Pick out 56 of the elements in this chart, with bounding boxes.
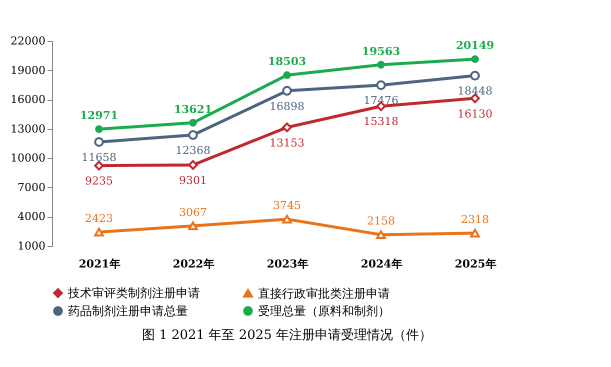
data-label: 16898 xyxy=(270,100,304,113)
y-tick-label: 16000 xyxy=(10,93,46,106)
data-label: 18448 xyxy=(458,84,492,98)
data-label: 17476 xyxy=(364,94,398,108)
point xyxy=(471,55,479,63)
y-tick-label: 13000 xyxy=(10,122,46,136)
point xyxy=(283,71,291,80)
point xyxy=(94,160,104,170)
data-label: 13153 xyxy=(270,136,304,150)
point xyxy=(188,130,198,140)
data-label: 3745 xyxy=(273,199,301,212)
y-tick-label: 4000 xyxy=(18,210,46,224)
legend-label: 直接行政审批类注册申请 xyxy=(258,286,390,300)
data-label: 15318 xyxy=(364,115,398,128)
data-label: 3067 xyxy=(179,206,207,219)
point xyxy=(188,221,198,230)
point xyxy=(94,137,104,147)
point xyxy=(376,80,386,90)
data-label: 9235 xyxy=(85,174,113,188)
y-tick-label: 7000 xyxy=(18,180,46,194)
x-tick-label: 2022年 xyxy=(172,258,214,270)
data-label: 20149 xyxy=(456,39,494,52)
x-tick-label: 2021年 xyxy=(78,258,120,270)
data-label: 11658 xyxy=(82,150,116,164)
data-label: 9301 xyxy=(179,174,207,187)
data-label: 19563 xyxy=(362,44,400,58)
x-tick-label: 2025年 xyxy=(454,258,496,270)
point xyxy=(282,122,292,132)
data-label: 12971 xyxy=(80,109,118,122)
point xyxy=(376,230,386,240)
y-tick-label: 1000 xyxy=(18,240,46,252)
data-label: 12368 xyxy=(176,144,210,158)
y-tick-label: 10000 xyxy=(10,152,46,165)
point xyxy=(470,70,480,81)
x-tick-label: 2023年 xyxy=(266,258,308,270)
x-tick-label: 2024年 xyxy=(360,258,402,270)
y-tick-label: 19000 xyxy=(10,64,46,77)
point xyxy=(282,86,292,96)
legend-label: 技术审评类制剂注册申请 xyxy=(67,286,200,300)
point xyxy=(282,214,292,224)
data-label: 2318 xyxy=(461,213,489,226)
legend-label: 药品制剂注册申请总量 xyxy=(68,304,188,318)
point xyxy=(188,160,198,170)
point xyxy=(470,228,480,238)
data-label: 18503 xyxy=(268,55,306,68)
point xyxy=(189,118,197,127)
legend-label: 受理总量（原料和制剂） xyxy=(258,304,390,318)
data-label: 13621 xyxy=(174,102,212,116)
point xyxy=(95,125,103,134)
point xyxy=(377,60,385,69)
data-label: 2158 xyxy=(367,214,395,228)
caption: 图 1 2021 年至 2025 年注册申请受理情况（件） xyxy=(142,328,432,343)
data-label: 16130 xyxy=(458,107,492,120)
point xyxy=(94,228,104,236)
data-label: 2423 xyxy=(85,212,113,226)
y-tick-label: 22000 xyxy=(10,34,46,48)
